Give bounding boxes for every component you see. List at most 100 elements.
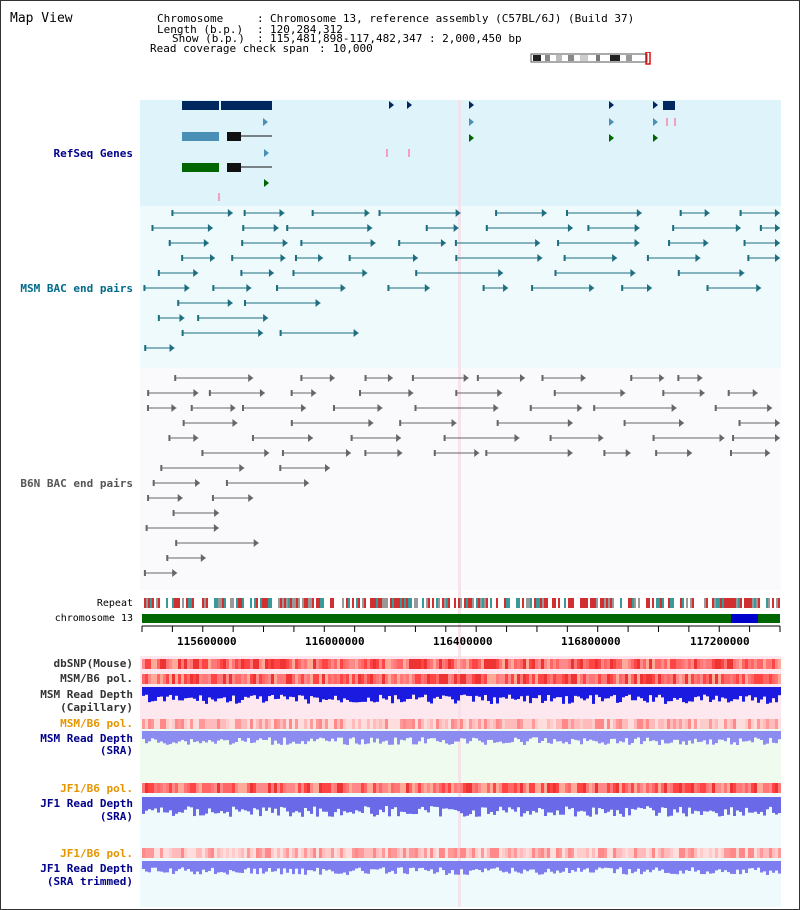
refseq-gene-arrow <box>389 101 394 109</box>
jf1-depth-trim-bin <box>460 861 463 870</box>
track-label-msm-depth-cap-1[interactable]: MSM Read Depth <box>40 688 133 701</box>
msm-b6-pol-bin <box>679 719 682 729</box>
track-label-jf1-depth-sra-1[interactable]: JF1 Read Depth <box>40 797 133 810</box>
dbsnp-bin <box>730 659 733 669</box>
msm-b6-pol-bin <box>736 719 739 729</box>
msm-depth-sra-bin <box>415 731 418 745</box>
jf1-depth-trim-bin <box>385 861 388 874</box>
msm-depth-sra-bin <box>370 731 373 738</box>
track-label-jf1-b6-pol-2[interactable]: JF1/B6 pol. <box>60 847 133 860</box>
msm-depth-cap-bin <box>658 687 661 695</box>
jf1-b6-pol-bin <box>571 783 574 793</box>
jf1-depth-sra-bin <box>313 797 316 807</box>
msm-depth-cap-bin <box>637 687 640 697</box>
dbsnp-bin <box>553 659 556 669</box>
msm-b6-pol-bin <box>520 674 523 684</box>
repeat-element <box>230 598 232 608</box>
msm-b6-pol-bin <box>262 674 265 684</box>
jf1-depth-sra-bin <box>745 797 748 808</box>
b6n-bac-pair-end <box>630 375 633 381</box>
repeat-element <box>552 598 554 608</box>
jf1-b6-pol-bin <box>721 848 724 858</box>
repeat-element <box>156 598 158 608</box>
dbsnp-bin <box>325 659 328 669</box>
msm-depth-sra-bin <box>187 731 190 745</box>
jf1-b6-pol-bin <box>235 848 238 858</box>
repeat-element <box>216 598 218 608</box>
track-label-refseq[interactable]: RefSeq Genes <box>53 147 133 160</box>
jf1-depth-sra-bin <box>724 797 727 810</box>
track-label-msm-depth-sra-1[interactable]: MSM Read Depth <box>40 732 133 745</box>
jf1-b6-pol-bin <box>646 783 649 793</box>
track-label-b6n-bac[interactable]: B6N BAC end pairs <box>20 477 133 490</box>
dbsnp-bin <box>685 659 688 669</box>
msm-depth-cap-bin <box>601 687 604 702</box>
msm-b6-pol-bin <box>394 674 397 684</box>
jf1-b6-pol-bin <box>277 848 280 858</box>
jf1-depth-sra-bin <box>472 797 475 811</box>
jf1-depth-sra-bin <box>652 797 655 811</box>
jf1-b6-pol-bin <box>448 848 451 858</box>
repeat-element <box>316 598 318 608</box>
msm-depth-cap-bin <box>697 687 700 697</box>
msm-depth-cap-bin <box>445 687 448 697</box>
jf1-b6-pol-bin <box>196 783 199 793</box>
dbsnp-bin <box>463 659 466 669</box>
repeat-element <box>662 598 664 608</box>
msm-bac-pair-end <box>227 209 233 217</box>
msm-depth-cap-bin <box>571 687 574 703</box>
msm-b6-pol-bin <box>400 674 403 684</box>
jf1-depth-sra-bin <box>622 797 625 817</box>
msm-depth-sra-bin <box>580 731 583 745</box>
dbsnp-bin <box>238 659 241 669</box>
jf1-depth-trim-bin <box>250 861 253 874</box>
dbsnp-bin <box>376 659 379 669</box>
jf1-b6-pol-bin <box>601 783 604 793</box>
jf1-b6-pol-bin <box>652 783 655 793</box>
track-label-msm-b6-pol-2[interactable]: MSM/B6 pol. <box>60 717 133 730</box>
jf1-b6-pol-bin <box>418 848 421 858</box>
msm-depth-sra-bin <box>688 731 691 741</box>
jf1-depth-sra-bin <box>181 797 184 813</box>
chromosome-ideogram[interactable] <box>530 52 654 66</box>
jf1-b6-pol-bin <box>502 848 505 858</box>
dbsnp-bin <box>349 659 352 669</box>
msm-b6-pol-bin <box>517 674 520 684</box>
jf1-b6-pol-bin <box>436 783 439 793</box>
track-label-jf1-depth-trim-1[interactable]: JF1 Read Depth <box>40 862 133 875</box>
jf1-b6-pol-bin <box>232 848 235 858</box>
msm-b6-pol-bin <box>334 719 337 729</box>
jf1-depth-trim-bin <box>187 861 190 870</box>
jf1-depth-sra-bin <box>235 797 238 810</box>
dbsnp-bin <box>253 659 256 669</box>
msm-b6-pol-bin <box>532 674 535 684</box>
msm-b6-pol-bin <box>616 674 619 684</box>
jf1-depth-sra-bin <box>154 797 157 809</box>
jf1-b6-pol-bin <box>643 783 646 793</box>
msm-b6-pol-bin <box>310 719 313 729</box>
repeat-element <box>756 598 758 608</box>
msm-bac-pair-end <box>735 224 741 232</box>
jf1-depth-trim-bin <box>727 861 730 873</box>
msm-depth-sra-bin <box>661 731 664 740</box>
dbsnp-bin <box>673 659 676 669</box>
dbsnp-bin <box>265 659 268 669</box>
jf1-b6-pol-bin <box>442 783 445 793</box>
track-label-jf1-b6-pol-1[interactable]: JF1/B6 pol. <box>60 782 133 795</box>
msm-b6-pol-bin <box>655 674 658 684</box>
track-label-msm-b6-pol-1[interactable]: MSM/B6 pol. <box>60 672 133 685</box>
msm-bac-pair-end <box>455 209 461 217</box>
msm-bac-pair-end <box>348 255 351 261</box>
jf1-depth-trim-bin <box>487 861 490 871</box>
jf1-depth-trim-bin <box>697 861 700 871</box>
track-label-msm-bac[interactable]: MSM BAC end pairs <box>20 282 133 295</box>
repeat-element <box>176 598 178 608</box>
jf1-b6-pol-bin <box>538 783 541 793</box>
jf1-depth-trim-bin <box>601 861 604 869</box>
msm-depth-cap-bin <box>775 687 778 703</box>
dbsnp-bin <box>493 659 496 669</box>
dbsnp-bin <box>412 659 415 669</box>
track-label-dbsnp[interactable]: dbSNP(Mouse) <box>53 657 133 670</box>
